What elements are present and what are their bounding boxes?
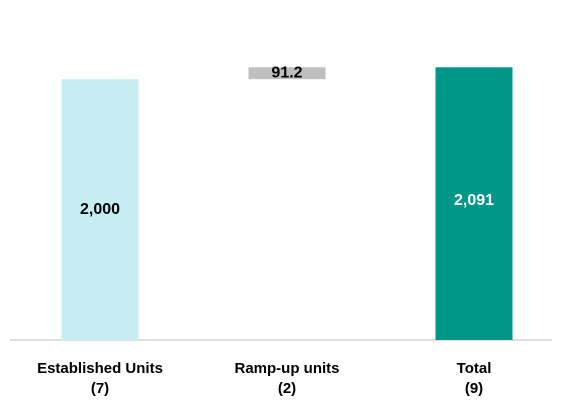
bar xyxy=(435,67,513,340)
x-tick-label: Ramp-up units (2) xyxy=(234,360,340,397)
data-label: 2,091 xyxy=(454,192,494,209)
x-tick-label: Established Units (7) xyxy=(37,360,163,397)
bar xyxy=(248,67,326,80)
x-tick-label: Total (9) xyxy=(456,360,492,397)
data-label: 2,000 xyxy=(80,201,120,218)
data-label: 91.2 xyxy=(271,64,302,81)
bar xyxy=(61,79,139,341)
